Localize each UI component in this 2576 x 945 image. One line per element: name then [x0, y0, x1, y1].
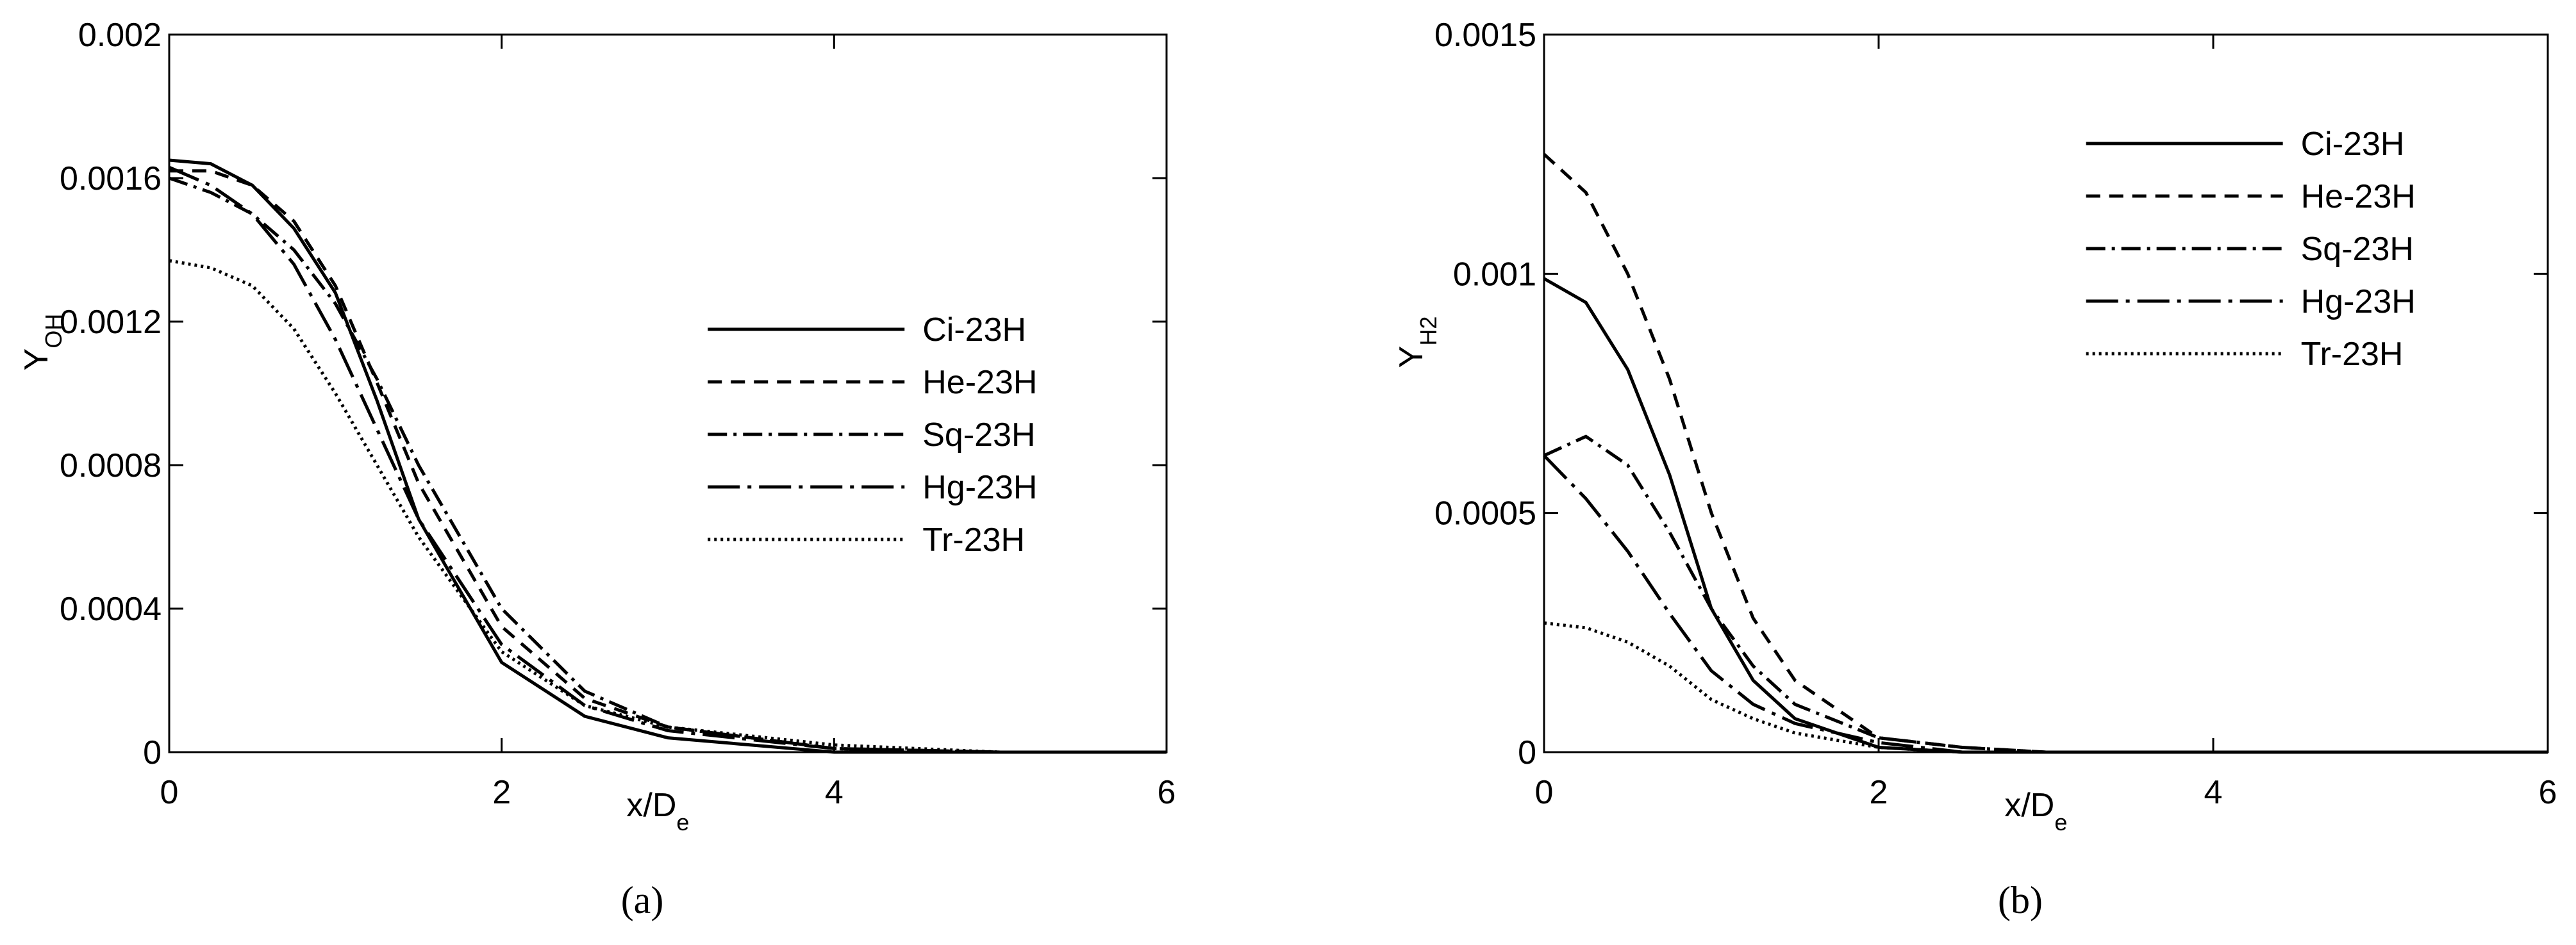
panel: 0 0.0004 0.0008 0.0012 0.0016 0.002 0 2 4 6 x/De YO… [18, 17, 1176, 921]
legend-label: Hg-23H [922, 469, 1037, 506]
legend-label: Sq-23H [922, 416, 1035, 454]
y-tick-label: 0.0015 [1434, 17, 1536, 54]
y-tick-label: 0.0008 [60, 447, 162, 484]
legend-label: He-23H [2301, 178, 2416, 215]
x-tick-label: 6 [1158, 774, 1176, 811]
panel: 0 0.0005 0.001 0.0015 0 2 4 6 x/De YH2 Ci-23H He-23… [1393, 17, 2557, 921]
y-axis-label-main: Y [18, 349, 55, 371]
y-axis-label: YOH [18, 314, 67, 371]
legend-label: Hg-23H [2301, 283, 2416, 320]
series-line [169, 176, 1167, 754]
series-line [169, 165, 1167, 754]
legend-label: He-23H [922, 364, 1037, 401]
y-tick-label: 0.0016 [60, 160, 162, 197]
x-tick-label: 4 [2204, 774, 2223, 811]
x-axis-label-sub: e [676, 809, 689, 835]
y-axis-label-main: Y [1393, 346, 1430, 368]
y-tick-label: 0.0005 [1434, 495, 1536, 532]
legend-label: Tr-23H [922, 522, 1025, 559]
legend-label: Ci-23H [922, 311, 1026, 349]
y-axis-label-sub: OH [40, 314, 67, 349]
plot-frame [1543, 33, 2549, 753]
y-tick-label: 0.002 [78, 17, 162, 54]
y-tick-label: 0.001 [1453, 256, 1536, 293]
series-line [1543, 621, 2548, 754]
x-tick-label: 6 [2539, 774, 2557, 811]
series-line [169, 158, 1167, 754]
y-axis-label: YH2 [1393, 316, 1442, 368]
y-tick-label: 0.0004 [60, 591, 162, 628]
x-tick-label: 4 [825, 774, 843, 811]
legend-label: Ci-23H [2301, 126, 2405, 163]
y-tick-label: 0.0012 [60, 304, 162, 341]
x-axis-label-main: x/D [2004, 787, 2054, 824]
x-tick-label: 2 [1870, 774, 1888, 811]
y-axis-label-sub: H2 [1415, 316, 1442, 346]
x-tick-label: 0 [1535, 774, 1554, 811]
series-line [1543, 434, 2548, 754]
series-line [1543, 454, 2548, 754]
legend-label: Tr-23H [2301, 336, 2404, 373]
x-tick-label: 0 [160, 774, 179, 811]
caption: (a) [621, 879, 664, 921]
x-axis-label: x/De [2004, 787, 2067, 835]
x-tick-label: 2 [492, 774, 511, 811]
legend-label: Sq-23H [2301, 231, 2414, 268]
series-line [169, 169, 1167, 754]
x-axis-label-sub: e [2054, 809, 2067, 835]
x-axis-label: x/De [626, 787, 689, 835]
y-tick-label: 0 [1518, 734, 1536, 771]
caption: (b) [1998, 879, 2043, 921]
y-tick-label: 0 [143, 734, 162, 771]
plot-frame [168, 33, 1168, 753]
x-axis-label-main: x/D [626, 787, 676, 824]
